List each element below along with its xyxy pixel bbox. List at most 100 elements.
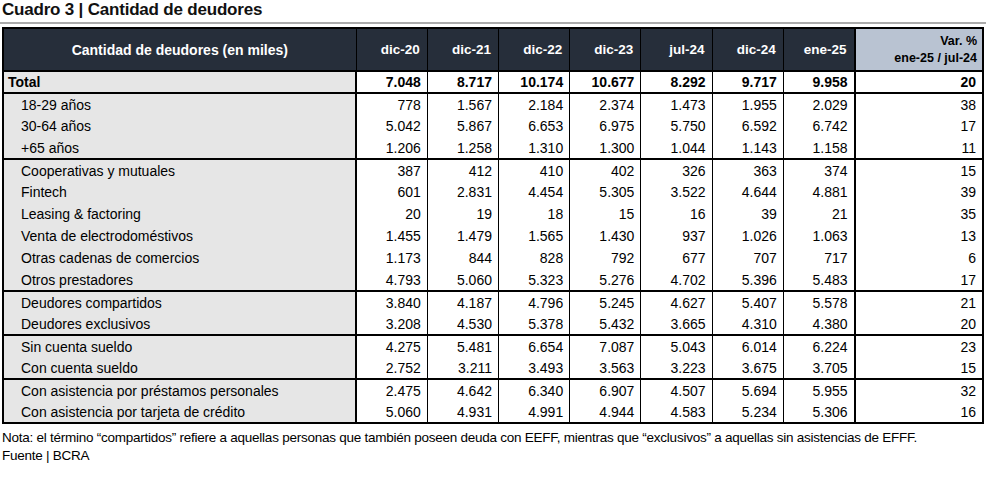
value-cell: 3.208 <box>356 313 427 335</box>
value-cell: 5.378 <box>498 313 569 335</box>
value-cell: 4.944 <box>570 401 641 423</box>
value-cell: 10.174 <box>498 71 569 93</box>
value-cell: 6.653 <box>498 115 569 137</box>
value-cell: 4.454 <box>498 181 569 203</box>
row-label: Fintech <box>3 181 356 203</box>
value-cell: 3.522 <box>641 181 712 203</box>
value-cell: 326 <box>641 159 712 181</box>
value-cell: 20 <box>356 203 427 225</box>
value-cell: 4.627 <box>641 291 712 313</box>
value-cell: 1.206 <box>356 137 427 159</box>
row-label: Sin cuenta sueldo <box>3 335 356 357</box>
var-cell: 15 <box>855 159 984 181</box>
var-cell: 17 <box>855 115 984 137</box>
value-cell: 5.432 <box>570 313 641 335</box>
value-cell: 6.224 <box>783 335 854 357</box>
value-cell: 5.245 <box>570 291 641 313</box>
value-cell: 7.087 <box>570 335 641 357</box>
value-cell: 3.705 <box>783 357 854 379</box>
value-cell: 5.060 <box>427 269 498 291</box>
column-header-period: dic-23 <box>570 28 641 71</box>
row-label: Deudores compartidos <box>3 291 356 313</box>
header-row: Cantidad de deudores (en miles) dic-20di… <box>3 28 983 71</box>
value-cell: 3.840 <box>356 291 427 313</box>
value-cell: 2.831 <box>427 181 498 203</box>
value-cell: 1.173 <box>356 247 427 269</box>
table-row: 30-64 años5.0425.8676.6536.9755.7506.592… <box>3 115 983 137</box>
row-label: +65 años <box>3 137 356 159</box>
table-body: Total7.0488.71710.17410.6778.2929.7179.9… <box>3 71 983 423</box>
value-cell: 5.578 <box>783 291 854 313</box>
var-cell: 35 <box>855 203 984 225</box>
column-header-period: dic-22 <box>498 28 569 71</box>
value-cell: 2.752 <box>356 357 427 379</box>
value-cell: 5.955 <box>783 379 854 401</box>
value-cell: 6.340 <box>498 379 569 401</box>
value-cell: 4.380 <box>783 313 854 335</box>
value-cell: 412 <box>427 159 498 181</box>
value-cell: 1.044 <box>641 137 712 159</box>
value-cell: 2.029 <box>783 93 854 115</box>
value-cell: 3.493 <box>498 357 569 379</box>
var-cell: 21 <box>855 291 984 313</box>
table-row: Fintech6012.8314.4545.3053.5224.6444.881… <box>3 181 983 203</box>
var-header-line2: ene-25 / jul-24 <box>856 50 978 66</box>
value-cell: 792 <box>570 247 641 269</box>
var-cell: 32 <box>855 379 984 401</box>
value-cell: 4.187 <box>427 291 498 313</box>
value-cell: 4.507 <box>641 379 712 401</box>
source-line: Fuente | BCRA <box>2 448 986 463</box>
value-cell: 5.407 <box>712 291 783 313</box>
value-cell: 844 <box>427 247 498 269</box>
row-label: Venta de electrodoméstivos <box>3 225 356 247</box>
value-cell: 5.234 <box>712 401 783 423</box>
value-cell: 1.479 <box>427 225 498 247</box>
value-cell: 2.475 <box>356 379 427 401</box>
value-cell: 4.796 <box>498 291 569 313</box>
value-cell: 1.455 <box>356 225 427 247</box>
column-header-period: ene-25 <box>783 28 854 71</box>
value-cell: 10.677 <box>570 71 641 93</box>
value-cell: 937 <box>641 225 712 247</box>
value-cell: 1.310 <box>498 137 569 159</box>
var-cell: 11 <box>855 137 984 159</box>
value-cell: 717 <box>783 247 854 269</box>
table-title: Cuadro 3 | Cantidad de deudores <box>0 0 986 24</box>
var-cell: 17 <box>855 269 984 291</box>
value-cell: 677 <box>641 247 712 269</box>
table-row: Sin cuenta sueldo4.2755.4816.6547.0875.0… <box>3 335 983 357</box>
value-cell: 5.867 <box>427 115 498 137</box>
value-cell: 8.292 <box>641 71 712 93</box>
value-cell: 4.931 <box>427 401 498 423</box>
value-cell: 3.675 <box>712 357 783 379</box>
row-label: 30-64 años <box>3 115 356 137</box>
value-cell: 5.694 <box>712 379 783 401</box>
value-cell: 402 <box>570 159 641 181</box>
value-cell: 4.275 <box>356 335 427 357</box>
row-label: Otros prestadores <box>3 269 356 291</box>
value-cell: 5.483 <box>783 269 854 291</box>
var-cell: 13 <box>855 225 984 247</box>
value-cell: 410 <box>498 159 569 181</box>
table-row: Deudores compartidos3.8404.1874.7965.245… <box>3 291 983 313</box>
value-cell: 21 <box>783 203 854 225</box>
var-header-line1: Var. % <box>856 33 978 49</box>
value-cell: 1.300 <box>570 137 641 159</box>
value-cell: 5.396 <box>712 269 783 291</box>
value-cell: 5.481 <box>427 335 498 357</box>
column-header-period: dic-20 <box>356 28 427 71</box>
table-row: Otros prestadores4.7935.0605.3235.2764.7… <box>3 269 983 291</box>
value-cell: 363 <box>712 159 783 181</box>
value-cell: 1.143 <box>712 137 783 159</box>
value-cell: 3.665 <box>641 313 712 335</box>
value-cell: 3.223 <box>641 357 712 379</box>
value-cell: 5.750 <box>641 115 712 137</box>
value-cell: 707 <box>712 247 783 269</box>
value-cell: 9.717 <box>712 71 783 93</box>
row-label: 18-29 años <box>3 93 356 115</box>
value-cell: 19 <box>427 203 498 225</box>
value-cell: 4.310 <box>712 313 783 335</box>
var-cell: 6 <box>855 247 984 269</box>
value-cell: 1.158 <box>783 137 854 159</box>
var-cell: 16 <box>855 401 984 423</box>
